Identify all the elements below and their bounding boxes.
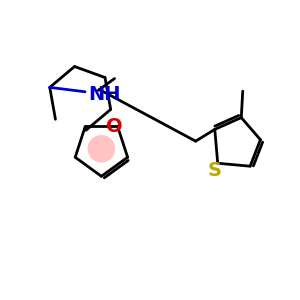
- Text: O: O: [106, 117, 122, 136]
- Text: S: S: [208, 161, 222, 180]
- Text: NH: NH: [88, 85, 121, 104]
- Circle shape: [88, 135, 115, 163]
